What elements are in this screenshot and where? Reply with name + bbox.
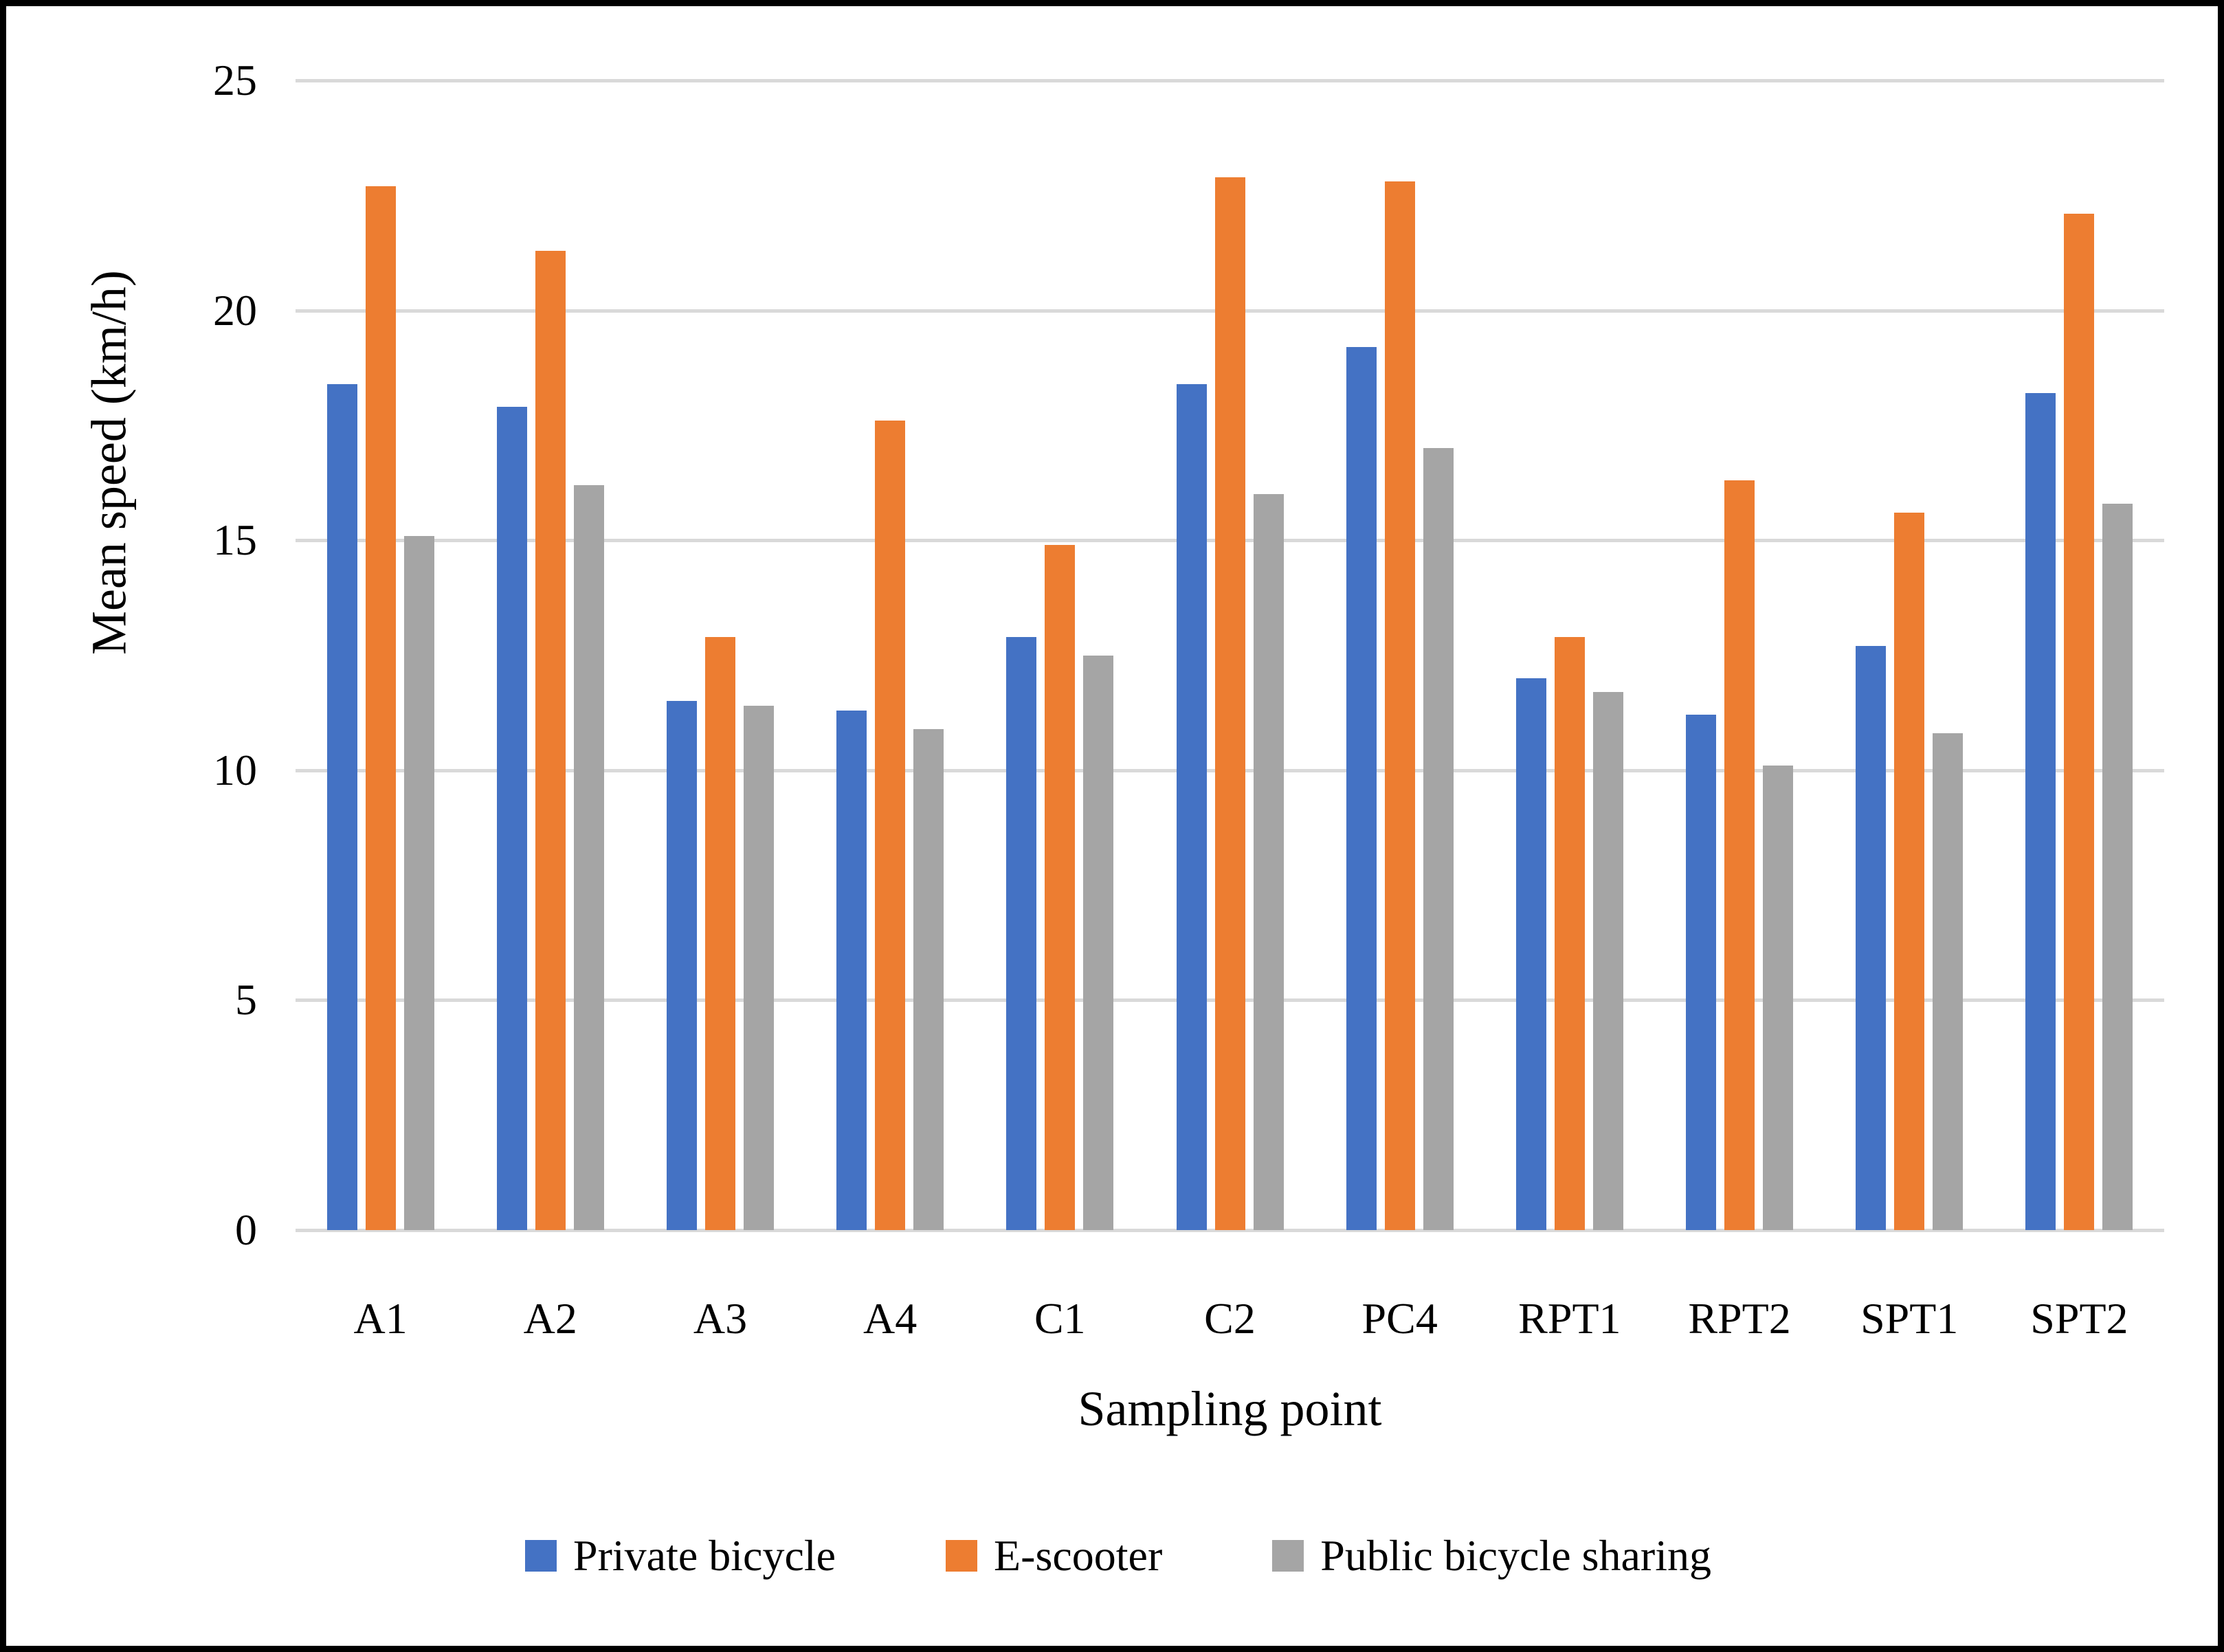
bar-C2-public-bicycle-sharing [1253,494,1284,1230]
bar-A4-private-bicycle [836,710,867,1230]
bar-A2-e-scooter [535,250,566,1230]
legend: Private bicycle E-scooter Public bicycle s… [6,1530,2218,1581]
x-tick-label-C2: C2 [1204,1294,1256,1343]
bar-C2-private-bicycle [1176,383,1207,1230]
legend-item-e-scooter: E-scooter [946,1530,1162,1581]
bar-PC4-private-bicycle [1346,347,1377,1230]
legend-marker-icon [946,1540,978,1572]
legend-item-private-bicycle: Private bicycle [524,1530,836,1581]
bar-RPT1-public-bicycle-sharing [1592,692,1623,1230]
bar-A3-private-bicycle [666,701,697,1230]
bar-A4-public-bicycle-sharing [913,728,944,1230]
bar-A1-public-bicycle-sharing [403,535,434,1230]
x-tick-label-A1: A1 [353,1294,408,1343]
x-tick-label-A4: A4 [863,1294,918,1343]
legend-marker-icon [524,1540,557,1572]
bar-RPT1-private-bicycle [1515,678,1546,1230]
x-tick-label-RPT2: RPT2 [1688,1294,1791,1343]
legend-label: Public bicycle sharing [1320,1531,1712,1580]
bar-A4-e-scooter [875,421,906,1230]
gridline-y-0 [296,1229,2164,1232]
bar-C2-e-scooter [1214,177,1245,1230]
bar-C1-e-scooter [1045,544,1076,1230]
bar-RPT2-public-bicycle-sharing [1763,766,1794,1230]
bar-RPT1-e-scooter [1554,636,1585,1230]
bar-SPT2-private-bicycle [2025,393,2056,1230]
bar-SPT1-e-scooter [1894,513,1925,1230]
bar-PC4-public-bicycle-sharing [1423,448,1454,1230]
bar-C1-private-bicycle [1006,636,1037,1230]
y-tick-label-25: 25 [213,56,257,104]
gridline-y-25 [296,79,2164,82]
x-tick-label-A2: A2 [523,1294,577,1343]
x-tick-label-SPT2: SPT2 [2030,1294,2128,1343]
y-tick-label-0: 0 [235,1205,257,1254]
legend-label: Private bicycle [572,1531,836,1580]
bar-A2-private-bicycle [496,407,527,1230]
y-tick-label-5: 5 [235,975,257,1025]
bar-SPT2-e-scooter [2064,214,2095,1230]
bar-A2-public-bicycle-sharing [573,484,604,1230]
bar-C1-public-bicycle-sharing [1083,655,1114,1230]
bar-RPT2-e-scooter [1724,480,1755,1230]
x-tick-label-PC4: PC4 [1361,1294,1438,1343]
bar-SPT1-public-bicycle-sharing [1933,733,1964,1230]
legend-marker-icon [1272,1540,1304,1572]
bar-A3-public-bicycle-sharing [743,706,774,1230]
x-tick-label-SPT1: SPT1 [1860,1294,1959,1343]
x-tick-label-RPT1: RPT1 [1518,1294,1621,1343]
bar-SPT1-private-bicycle [1856,646,1887,1230]
x-axis-title: Sampling point [1078,1381,1382,1436]
legend-item-public-bicycle-sharing: Public bicycle sharing [1272,1530,1711,1581]
bar-A1-private-bicycle [326,383,357,1230]
y-tick-label-20: 20 [213,285,257,335]
bar-A3-e-scooter [704,636,735,1230]
y-tick-label-10: 10 [213,745,257,794]
bar-A1-e-scooter [365,186,396,1230]
bar-RPT2-private-bicycle [1686,715,1717,1230]
x-tick-label-C1: C1 [1034,1294,1086,1343]
y-tick-label-15: 15 [213,515,257,565]
bar-PC4-e-scooter [1384,181,1415,1230]
bar-SPT2-public-bicycle-sharing [2102,503,2133,1230]
legend-label: E-scooter [994,1531,1163,1580]
y-axis-title-text: Mean speed (km/h) [81,270,137,655]
x-tick-label-A3: A3 [693,1294,748,1343]
